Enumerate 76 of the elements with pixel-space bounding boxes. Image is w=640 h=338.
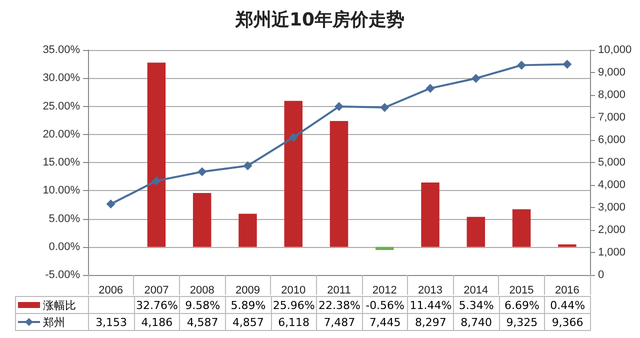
x-tick-label: 2009 <box>235 284 260 296</box>
legend-label: 郑州 <box>16 314 88 330</box>
data-label: 4,186 <box>134 314 180 330</box>
point <box>152 176 161 186</box>
data-label: 0.44% <box>544 296 590 314</box>
y2-tick-label: 2,000 <box>598 224 626 236</box>
data-label: 9,325 <box>499 314 545 330</box>
data-label: 7,487 <box>316 314 362 330</box>
y-tick-label: 5.00% <box>48 212 80 225</box>
y-tick-label: -5.00% <box>45 269 80 281</box>
chart-title: 郑州近10年房价走势 <box>234 10 405 30</box>
data-label: 32.76% <box>134 296 180 314</box>
x-tick-label: 2010 <box>281 284 306 296</box>
y2-tick-label: 6,000 <box>598 134 626 146</box>
data-label: 8,740 <box>454 314 500 330</box>
point <box>106 200 116 209</box>
bar <box>421 182 440 247</box>
data-label: 5.89% <box>225 296 271 314</box>
y2-tick-label: 1,000 <box>598 246 626 258</box>
bar <box>238 214 257 247</box>
point <box>517 60 526 70</box>
y-tick-label: 35.00% <box>42 44 80 56</box>
data-label: 22.38% <box>316 296 362 314</box>
data-label: 9,366 <box>544 314 590 330</box>
data-label: -0.56% <box>362 296 408 314</box>
x-tick-label: 2008 <box>190 284 214 296</box>
point <box>471 74 480 83</box>
bar <box>376 246 394 250</box>
bar <box>330 120 348 247</box>
data-label: 6,118 <box>271 314 317 330</box>
data-label: 4,857 <box>225 314 271 330</box>
x-tick-label: 2016 <box>554 284 580 296</box>
point <box>198 167 207 176</box>
bar <box>466 216 486 247</box>
data-label: 7,445 <box>362 314 408 330</box>
x-tick-label: 2007 <box>144 284 169 296</box>
y2-tick-label: 10,000 <box>598 44 632 56</box>
point <box>334 102 344 112</box>
y2-tick-label: 9,000 <box>598 66 626 78</box>
data-label: 5.34% <box>454 296 500 314</box>
y2-tick-label: 4,000 <box>598 179 626 191</box>
bar <box>512 209 531 247</box>
x-tick-label: 2013 <box>418 284 443 296</box>
bar <box>558 244 576 247</box>
y2-tick-label: 3,000 <box>598 202 626 214</box>
y-tick-label: 15.00% <box>42 156 80 168</box>
y2-tick-label: 0 <box>598 269 604 281</box>
legend-label: 涨幅比 <box>16 296 88 314</box>
y-tick-label: 0.00% <box>48 240 80 253</box>
x-tick-label: 2014 <box>464 284 488 296</box>
bar <box>192 192 212 247</box>
y2-tick-label: 8,000 <box>598 89 626 101</box>
point <box>243 161 252 170</box>
y2-tick-label: 7,000 <box>598 112 626 124</box>
bar <box>284 100 302 247</box>
data-label: 9.58% <box>180 296 226 314</box>
data-label: 4,587 <box>180 314 226 330</box>
y-tick-label: 30.00% <box>42 72 80 84</box>
data-label: 11.44% <box>408 296 454 314</box>
x-tick-label: 2015 <box>509 284 534 296</box>
data-label: 3,153 <box>88 314 134 330</box>
data-label: 8,297 <box>408 314 454 330</box>
point <box>426 84 435 93</box>
y2-tick-label: 5,000 <box>598 156 626 168</box>
point <box>288 132 298 142</box>
x-tick-label: 2006 <box>98 284 124 296</box>
y-tick-label: 25.00% <box>42 100 80 112</box>
y-tick-label: 10.00% <box>42 184 80 197</box>
data-label: 6.69% <box>499 296 545 314</box>
bar <box>147 62 166 247</box>
x-tick-label: 2012 <box>372 284 397 296</box>
x-tick-label: 2011 <box>327 284 351 296</box>
point <box>380 102 390 112</box>
y-tick-label: 20.00% <box>42 128 80 140</box>
data-label: 25.96% <box>271 296 317 314</box>
point <box>562 60 572 69</box>
